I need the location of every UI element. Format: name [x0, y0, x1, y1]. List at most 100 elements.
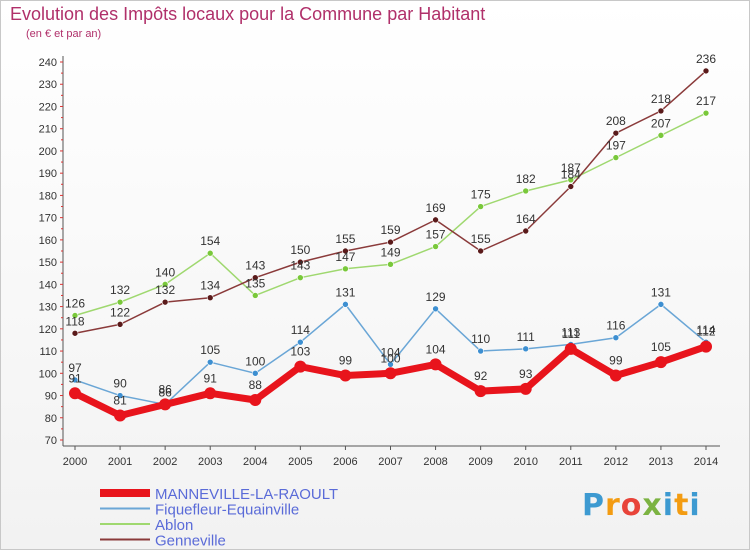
data-point — [654, 356, 667, 369]
data-point — [297, 274, 304, 281]
data-point — [387, 238, 394, 246]
data-point — [429, 358, 442, 371]
data-point — [384, 367, 397, 380]
chart-subtitle: (en € et par an) — [26, 28, 102, 40]
y-tick-label: 110 — [39, 346, 57, 358]
data-point — [339, 369, 352, 382]
data-point — [657, 107, 665, 115]
data-label: 110 — [471, 332, 490, 346]
data-point — [519, 382, 532, 395]
data-label: 90 — [113, 377, 127, 391]
legend: MANNEVILLE-LA-RAOULTFiquefleur-Equainvil… — [100, 486, 338, 550]
data-label: 118 — [65, 314, 84, 328]
data-point — [342, 301, 349, 308]
data-point — [477, 203, 484, 210]
data-point — [71, 329, 79, 337]
data-label: 155 — [335, 232, 355, 246]
data-label: 104 — [426, 342, 446, 356]
data-point — [297, 338, 304, 346]
data-point — [297, 258, 304, 266]
data-point — [206, 358, 214, 366]
y-tick-label: 70 — [45, 435, 57, 447]
x-tick-label: 2014 — [694, 456, 718, 468]
data-label: 159 — [380, 223, 400, 237]
x-tick-label: 2013 — [649, 456, 673, 468]
x-tick-label: 2000 — [63, 456, 87, 468]
y-tick-label: 90 — [45, 391, 57, 403]
series-layer — [69, 67, 712, 422]
y-tick-label: 100 — [39, 368, 57, 380]
x-tick-label: 2001 — [108, 456, 132, 468]
data-point — [477, 347, 484, 355]
data-label: 111 — [517, 330, 536, 344]
data-label: 114 — [291, 323, 310, 337]
data-label: 143 — [245, 259, 265, 273]
data-point — [522, 187, 530, 195]
y-tick-label: 170 — [39, 213, 57, 225]
chart-title: Evolution des Impôts locaux pour la Comm… — [10, 4, 486, 24]
data-point — [251, 274, 259, 281]
y-tick-label: 220 — [39, 101, 57, 113]
data-label: 182 — [516, 172, 536, 186]
data-point — [702, 67, 710, 75]
x-tick-label: 2009 — [468, 456, 492, 468]
y-tick-label: 200 — [39, 146, 57, 158]
data-point — [567, 176, 575, 184]
data-label: 126 — [65, 296, 85, 310]
data-point — [657, 301, 665, 308]
y-tick-label: 160 — [39, 235, 57, 247]
x-tick-label: 2011 — [559, 456, 583, 468]
y-tick-label: 120 — [39, 324, 57, 336]
data-label: 100 — [380, 351, 400, 365]
data-label: 91 — [204, 371, 218, 385]
data-label: 187 — [561, 161, 581, 175]
data-point — [432, 243, 439, 250]
data-point — [249, 393, 262, 406]
data-label: 175 — [471, 188, 491, 202]
data-label: 81 — [113, 394, 127, 408]
data-label: 184 — [561, 168, 581, 182]
data-label: 100 — [245, 354, 265, 368]
data-label: 112 — [696, 325, 715, 339]
data-point — [116, 298, 124, 306]
data-point — [702, 109, 710, 117]
data-label: 114 — [696, 323, 715, 337]
data-label: 92 — [474, 369, 488, 383]
data-label: 111 — [562, 327, 581, 341]
data-label: 131 — [651, 285, 671, 299]
data-label: 155 — [471, 232, 491, 246]
data-point — [477, 247, 484, 255]
x-tick-label: 2007 — [378, 456, 402, 468]
axes: 7080901001101201301401501601701801902002… — [39, 56, 720, 468]
data-point — [567, 183, 575, 190]
data-label: 86 — [158, 385, 172, 399]
data-point — [564, 342, 577, 355]
data-point — [161, 281, 169, 288]
data-label: 149 — [380, 245, 400, 259]
data-label: 131 — [335, 285, 355, 299]
x-tick-label: 2003 — [198, 456, 222, 468]
data-label: 99 — [339, 354, 353, 368]
data-label: 116 — [606, 319, 625, 333]
data-label: 93 — [519, 367, 533, 381]
data-point — [612, 334, 620, 342]
data-point — [161, 298, 169, 306]
y-tick-label: 190 — [39, 168, 57, 180]
data-point — [609, 369, 622, 382]
data-label: 99 — [609, 354, 623, 368]
data-label: 97 — [68, 361, 82, 375]
x-tick-label: 2012 — [604, 456, 628, 468]
data-point — [612, 129, 620, 137]
data-point — [474, 385, 487, 398]
data-label: 150 — [290, 243, 310, 257]
x-tick-label: 2008 — [423, 456, 447, 468]
data-point — [116, 321, 124, 328]
data-point — [432, 305, 439, 313]
data-label: 140 — [155, 265, 175, 279]
proxiti-logo: Proxiti — [582, 488, 701, 523]
data-label: 113 — [561, 325, 580, 339]
data-label: 208 — [606, 114, 626, 128]
data-label: 157 — [426, 228, 446, 242]
y-tick-label: 240 — [39, 57, 57, 69]
